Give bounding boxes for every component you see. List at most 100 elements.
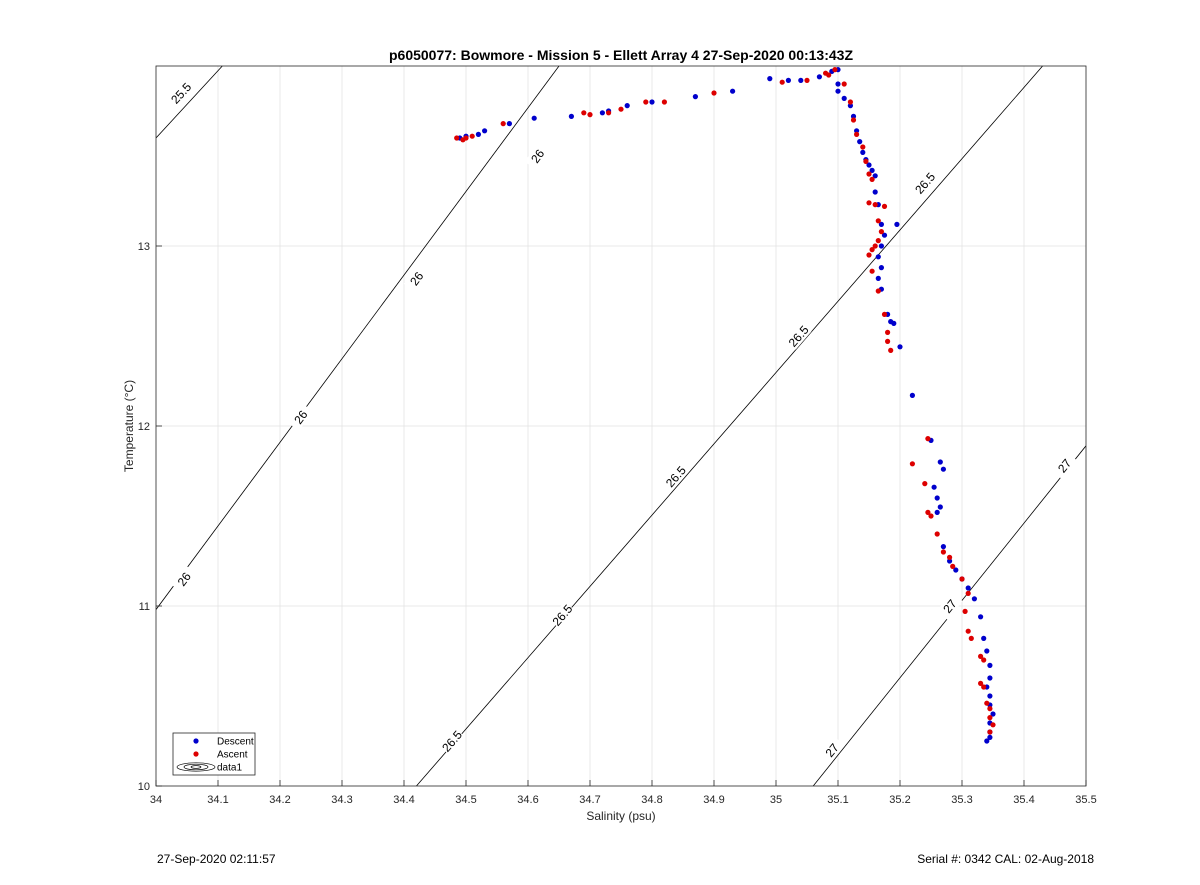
contour-label-bg [662, 462, 689, 491]
descent-point [987, 675, 993, 681]
contour-label-bg [818, 736, 845, 764]
ascent-point [500, 121, 506, 127]
ascent-point [454, 135, 460, 141]
descent-point [475, 131, 481, 137]
contour-label-bg [548, 601, 576, 629]
ascent-point [928, 513, 934, 519]
legend-contour-icon [176, 762, 216, 772]
ascent-point [863, 158, 869, 164]
contour-label-bg [403, 264, 430, 293]
axis-ticks: 34 34.1 34.2 34.3 34.4 34.5 34.6 34.7 34.8 34.9 35… [138, 241, 1097, 806]
ascent-point [841, 81, 847, 87]
descent-point [816, 74, 823, 80]
ascent-point [965, 628, 971, 634]
ascent-point [869, 176, 875, 182]
ascent-point [965, 590, 971, 597]
descent-point [847, 103, 854, 109]
ascent-point [872, 202, 878, 208]
descent-point [482, 128, 488, 134]
descent-point [934, 509, 940, 515]
descent-point [692, 94, 699, 100]
y-tick-label: 12 [138, 421, 150, 433]
descent-point [850, 113, 857, 119]
descent-point [931, 484, 937, 490]
footer-timestamp: 27-Sep-2020 02:11:57 [157, 852, 276, 866]
descent-point [978, 614, 984, 620]
ascent-point [950, 563, 956, 570]
x-tick-label: 35.3 [951, 794, 972, 806]
x-tick-label: 34.7 [579, 794, 600, 806]
ascent-point [875, 288, 881, 294]
descent-point [987, 662, 993, 669]
ascent-point [854, 131, 860, 137]
ascent-point [978, 680, 984, 687]
ascent-point [869, 268, 875, 274]
x-tick-label: 35.2 [889, 794, 910, 806]
descent-point [785, 77, 792, 83]
descent-point [984, 738, 990, 744]
descent-point [937, 504, 943, 510]
density-contour-26 [156, 66, 560, 610]
descent-point [730, 88, 736, 94]
descent-point [866, 162, 872, 168]
ascent-point [779, 79, 785, 85]
ascent-point [968, 635, 974, 642]
x-tick-label: 34.4 [393, 794, 414, 806]
chart-title: p6050077: Bowmore - Mission 5 - Ellett A… [389, 47, 853, 63]
descent-point [624, 103, 630, 109]
ascent-point [940, 549, 947, 555]
ascent-point [847, 99, 854, 105]
x-tick-label: 34.3 [331, 794, 352, 806]
descent-point [881, 232, 888, 238]
descent-point [568, 113, 575, 119]
x-tick-label: 34.5 [455, 794, 476, 806]
x-tick-label: 34.2 [269, 794, 290, 806]
legend-descent-label: Descent [217, 737, 254, 748]
descent-point [531, 115, 537, 121]
ascent-point [661, 99, 668, 105]
descent-point [878, 265, 885, 271]
ascent-point [878, 229, 885, 235]
descent-point [872, 173, 878, 179]
descent-point [894, 221, 900, 227]
ascent-point [866, 171, 872, 177]
contour-label-bg [911, 169, 938, 197]
descent-point [940, 466, 947, 472]
ascent-point [866, 200, 872, 206]
ascent-point [990, 722, 996, 728]
legend-ascent-label: Ascent [217, 750, 248, 761]
descent-point [835, 88, 841, 94]
ascent-point [934, 531, 940, 537]
x-tick-label: 34.1 [207, 794, 228, 806]
ascent-point [587, 112, 593, 118]
x-axis-label: Salinity (psu) [586, 809, 655, 823]
ascent-point [463, 135, 469, 141]
ascent-point [866, 252, 872, 258]
x-tick-label: 35.5 [1075, 794, 1096, 806]
x-tick-label: 34.6 [517, 794, 538, 806]
descent-point [987, 734, 993, 741]
ascent-point [888, 347, 894, 353]
legend: Descent Ascent data1 [172, 732, 256, 776]
descent-point [981, 635, 987, 642]
descent-point [599, 110, 606, 116]
ascent-point [984, 700, 990, 706]
legend-data1-label: data1 [217, 763, 242, 774]
contour-label-bg [1051, 451, 1078, 480]
ascent-point [860, 144, 866, 150]
ascent-point [618, 106, 624, 112]
descent-point [860, 149, 866, 155]
descent-point [506, 121, 512, 127]
ascent-point [987, 706, 993, 712]
ascent-point [881, 311, 888, 317]
descent-point [767, 76, 773, 82]
ascent-point [832, 67, 838, 73]
descent-point [869, 167, 875, 173]
x-tick-label: 35 [770, 794, 782, 806]
ascent-point [643, 99, 649, 105]
x-tick-label: 34 [150, 794, 162, 806]
contour-label-bg [785, 322, 812, 350]
ascent-point [885, 338, 891, 344]
descent-point [953, 567, 959, 573]
